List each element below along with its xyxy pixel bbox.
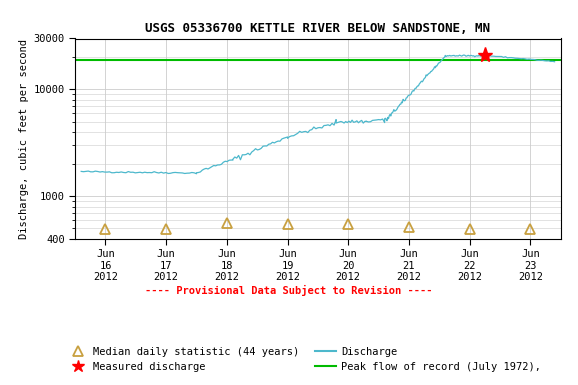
Y-axis label: Discharge, cubic feet per second: Discharge, cubic feet per second [19, 38, 29, 239]
Legend: Median daily statistic (44 years), Measured discharge, Discharge, Peak flow of r: Median daily statistic (44 years), Measu… [63, 342, 545, 376]
Title: USGS 05336700 KETTLE RIVER BELOW SANDSTONE, MN: USGS 05336700 KETTLE RIVER BELOW SANDSTO… [146, 22, 490, 35]
Text: ---- Provisional Data Subject to Revision ----: ---- Provisional Data Subject to Revisio… [145, 285, 433, 296]
